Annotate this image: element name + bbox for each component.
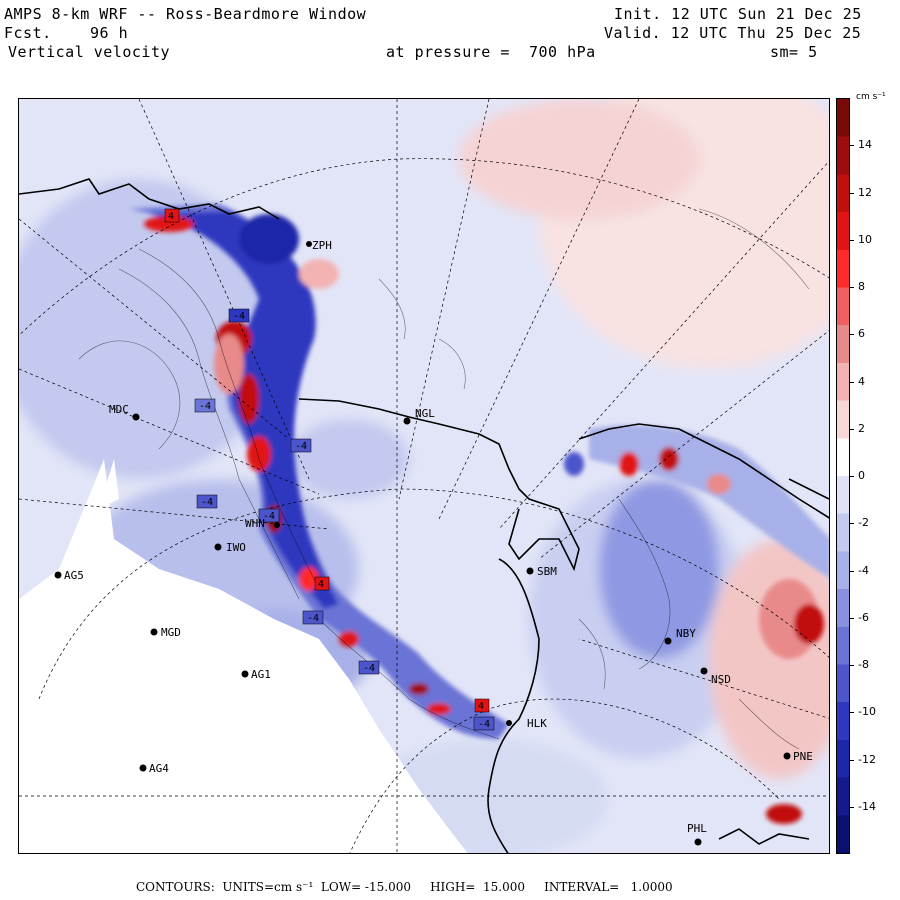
smoothing-value: sm= 5 (770, 43, 818, 61)
colorbar-tick-mark (850, 759, 854, 761)
contour-label: -4 (363, 663, 375, 674)
svg-text:AG1: AG1 (251, 668, 271, 681)
svg-text:NSD: NSD (711, 673, 731, 686)
pressure-level: at pressure = 700 hPa (386, 43, 596, 61)
svg-text:ZPH: ZPH (312, 239, 332, 252)
init-time: Init. 12 UTC Sun 21 Dec 25 (614, 5, 862, 23)
colorbar-tick-label: -4 (858, 563, 869, 577)
contour-label: -4 (201, 497, 213, 508)
colorbar-tick-label: -8 (858, 658, 869, 671)
colorbar-tick-mark (850, 428, 854, 430)
forecast-label: Fcst. (4, 24, 52, 42)
station-ngl[interactable]: NGL (403, 407, 436, 425)
colorbar-tick-label: 0 (858, 469, 865, 482)
plot-title: AMPS 8-km WRF -- Ross-Beardmore Window (4, 5, 367, 23)
footer-high: HIGH= 15.000 (430, 880, 525, 894)
svg-text:AG4: AG4 (149, 762, 169, 775)
svg-text:PHL: PHL (687, 822, 707, 835)
station-phl[interactable]: PHL (687, 822, 707, 846)
colorbar-tick-mark (850, 239, 854, 241)
coastline (19, 178, 829, 853)
footer-contour-info: CONTOURS: UNITS=cm s⁻¹ LOW= -15.000 HIGH… (136, 880, 673, 894)
station-ag1[interactable]: AG1 (241, 668, 271, 681)
valid-time: Valid. 12 UTC Thu 25 Dec 25 (604, 24, 862, 42)
colorbar-tick-mark (850, 806, 854, 808)
stations: MDC NGL IWO AG5 MGD AG1 (54, 239, 813, 846)
colorbar-tick-label: 10 (858, 232, 872, 246)
station-nby[interactable]: NBY (664, 627, 697, 645)
contour-label: 4 (478, 701, 484, 712)
station-iwo[interactable]: IWO (214, 541, 246, 554)
contour-label: -4 (199, 401, 211, 412)
contour-label: -4 (478, 719, 490, 730)
colorbar-tick-mark (850, 523, 854, 525)
svg-text:IWO: IWO (226, 541, 246, 554)
colorbar-tick-label: -2 (858, 516, 869, 530)
contour-label: -4 (263, 511, 275, 522)
colorbar-tick-label: 14 (858, 138, 872, 152)
colorbar-tick-mark (850, 145, 854, 147)
svg-text:MDC: MDC (109, 403, 129, 416)
station-zph[interactable]: ZPH (306, 239, 332, 252)
mountain-band (129, 204, 509, 739)
colorbar-tick-label: 2 (858, 421, 865, 435)
svg-text:NGL: NGL (415, 407, 435, 420)
svg-text:PNE: PNE (793, 750, 813, 763)
colorbar-tick-label: 12 (858, 185, 872, 199)
svg-text:HLK: HLK (527, 717, 547, 730)
station-nsd[interactable]: NSD (700, 667, 731, 687)
colorbar-tick-label: -10 (858, 705, 876, 719)
svg-text:SBM: SBM (537, 565, 557, 578)
colorbar-tick-label: 8 (858, 280, 865, 293)
colorbar-tick-mark (850, 287, 854, 288)
colorbar-tick-mark (850, 712, 854, 714)
map-svg: -4 -4 -4 -4 -4 -4 -4 -4 4 4 4 (19, 99, 829, 853)
station-pne[interactable]: PNE (783, 750, 813, 763)
footer-low: LOW= -15.000 (320, 880, 411, 894)
station-ag5[interactable]: AG5 (54, 569, 84, 582)
map-panel: -4 -4 -4 -4 -4 -4 -4 -4 4 4 4 (18, 98, 830, 854)
colorbar-tick-mark (850, 192, 854, 194)
svg-text:AG5: AG5 (64, 569, 84, 582)
station-mgd[interactable]: MGD (150, 626, 181, 639)
colorbar-tick-mark (850, 665, 854, 666)
contour-label: -4 (233, 311, 245, 322)
contour-lines (78, 208, 810, 750)
station-ag4[interactable]: AG4 (139, 762, 170, 775)
svg-text:WHN: WHN (245, 517, 265, 530)
colorbar-tick-mark (850, 476, 854, 477)
svg-text:MGD: MGD (161, 626, 181, 639)
forecast-hour: 96 h (90, 24, 129, 42)
station-whn[interactable]: WHN (245, 517, 280, 530)
colorbar-tick-mark (850, 570, 854, 572)
colorbar-tick-mark (850, 617, 854, 619)
colorbar-units: cm s⁻¹ (856, 92, 886, 102)
colorbar-tick-label: -12 (858, 752, 876, 766)
footer-units: UNITS=cm s⁻¹ (222, 880, 314, 894)
colorbar-tick-label: -14 (858, 799, 876, 813)
colorbar-tick-label: 4 (858, 374, 865, 388)
colorbar-tick-mark (850, 381, 854, 383)
station-mdc[interactable]: MDC (109, 403, 140, 421)
contour-label: -4 (295, 441, 307, 452)
contour-labels: -4 -4 -4 -4 -4 -4 -4 -4 4 4 4 (164, 208, 495, 731)
ice-shelf (19, 459, 468, 853)
contour-label: 4 (318, 579, 324, 590)
svg-text:NBY: NBY (676, 627, 696, 640)
contour-label: -4 (307, 613, 319, 624)
contour-label: 4 (168, 211, 174, 222)
footer-contours: CONTOURS: (136, 880, 215, 894)
station-hlk[interactable]: HLK (506, 717, 547, 730)
colorbar-tick-label: -6 (858, 610, 869, 624)
colorbar-tick-label: 6 (858, 327, 865, 341)
footer-interval: INTERVAL= 1.0000 (544, 880, 673, 894)
station-sbm[interactable]: SBM (526, 565, 558, 578)
field-name: Vertical velocity (8, 43, 171, 61)
colorbar (836, 98, 850, 854)
colorbar-tick-mark (850, 334, 854, 336)
